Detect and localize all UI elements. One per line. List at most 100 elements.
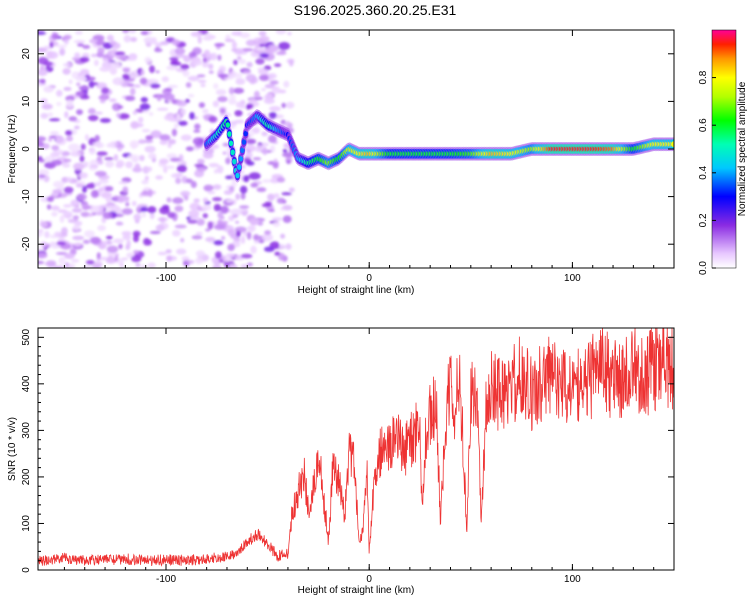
- noise-speckle: [53, 231, 62, 238]
- noise-speckle: [71, 259, 80, 263]
- noise-speckle: [169, 157, 181, 162]
- noise-speckle: [222, 142, 230, 147]
- noise-speckle: [190, 31, 203, 37]
- noise-speckle: [96, 151, 108, 156]
- noise-speckle: [123, 34, 131, 43]
- noise-speckle: [95, 111, 103, 115]
- noise-speckle: [115, 221, 124, 226]
- noise-speckle: [258, 31, 267, 36]
- snr-ytick-label: 300: [21, 422, 32, 439]
- noise-speckle: [155, 70, 160, 74]
- spectrogram-ylabel: Frequency (Hz): [7, 115, 18, 184]
- noise-speckle: [276, 177, 286, 183]
- noise-speckle: [159, 140, 168, 145]
- noise-speckle: [104, 157, 114, 161]
- noise-speckle: [217, 96, 228, 103]
- noise-speckle: [80, 68, 90, 75]
- ridge-core: [243, 130, 248, 137]
- noise-speckle: [64, 111, 69, 119]
- noise-speckle: [159, 134, 171, 141]
- noise-speckle: [289, 59, 294, 67]
- noise-speckle: [202, 213, 208, 219]
- noise-speckle: [73, 242, 82, 247]
- noise-speckle: [49, 41, 54, 49]
- noise-speckle: [159, 206, 170, 215]
- noise-speckle: [125, 244, 131, 251]
- spectrogram-noise-field: [38, 30, 295, 268]
- noise-speckle: [198, 102, 205, 108]
- noise-speckle: [194, 257, 204, 265]
- noise-speckle: [116, 112, 121, 118]
- noise-speckle: [230, 70, 236, 77]
- noise-speckle: [96, 252, 101, 260]
- noise-speckle: [62, 63, 72, 67]
- noise-speckle: [122, 186, 129, 194]
- noise-speckle: [44, 155, 56, 163]
- noise-speckle: [125, 161, 133, 169]
- noise-speckle: [229, 264, 236, 268]
- noise-speckle: [212, 264, 222, 268]
- noise-speckle: [98, 159, 104, 165]
- spectrogram-ytick-label: -20: [21, 237, 32, 252]
- noise-speckle: [274, 251, 281, 256]
- noise-speckle: [139, 155, 145, 162]
- snr-ytick-label: 200: [21, 468, 32, 485]
- noise-speckle: [231, 48, 238, 52]
- spectrogram-xtick-label: -100: [156, 273, 176, 284]
- noise-speckle: [113, 154, 119, 161]
- noise-speckle: [187, 75, 200, 82]
- noise-speckle: [238, 105, 247, 109]
- noise-speckle: [205, 228, 211, 232]
- noise-speckle: [40, 112, 49, 119]
- noise-speckle: [262, 179, 271, 183]
- noise-speckle: [139, 103, 151, 111]
- noise-speckle: [267, 193, 275, 201]
- noise-speckle: [146, 166, 153, 172]
- noise-speckle: [65, 262, 69, 267]
- noise-speckle: [58, 256, 66, 265]
- noise-speckle: [138, 116, 144, 123]
- noise-speckle: [240, 253, 253, 259]
- ridge-core: [230, 149, 235, 156]
- noise-speckle: [236, 55, 242, 61]
- spectral-ridge: [203, 109, 674, 183]
- noise-speckle: [285, 101, 295, 109]
- noise-speckle: [174, 224, 187, 229]
- noise-speckle: [127, 83, 135, 87]
- noise-speckle: [155, 224, 165, 232]
- noise-speckle: [106, 143, 114, 148]
- noise-speckle: [191, 235, 203, 240]
- colorbar-tick-label: 0.6: [698, 118, 709, 132]
- spectrogram-ytick-label: -10: [21, 189, 32, 204]
- noise-speckle: [110, 62, 121, 67]
- noise-speckle: [73, 162, 85, 171]
- noise-speckle: [275, 30, 287, 35]
- noise-speckle: [147, 262, 156, 268]
- ridge-core: [237, 164, 242, 170]
- noise-speckle: [171, 39, 181, 46]
- noise-speckle: [65, 130, 73, 136]
- noise-speckle: [135, 263, 141, 268]
- noise-speckle: [39, 65, 45, 71]
- noise-speckle: [41, 103, 53, 110]
- noise-speckle: [281, 192, 292, 196]
- noise-speckle: [51, 211, 58, 217]
- noise-speckle: [264, 83, 276, 89]
- noise-speckle: [94, 182, 102, 187]
- figure-title: S196.2025.360.20.25.E31: [294, 2, 457, 18]
- noise-speckle: [227, 243, 235, 251]
- noise-speckle: [55, 251, 68, 256]
- noise-speckle: [285, 243, 292, 250]
- noise-speckle: [84, 134, 89, 141]
- noise-speckle: [226, 253, 235, 258]
- noise-speckle: [101, 204, 114, 208]
- noise-speckle: [85, 260, 95, 265]
- noise-speckle: [38, 252, 48, 259]
- noise-speckle: [99, 98, 106, 104]
- noise-speckle: [133, 234, 139, 243]
- noise-speckle: [99, 204, 104, 213]
- noise-speckle: [264, 230, 271, 236]
- noise-speckle: [99, 118, 111, 123]
- noise-speckle: [54, 265, 65, 268]
- noise-speckle: [75, 75, 87, 82]
